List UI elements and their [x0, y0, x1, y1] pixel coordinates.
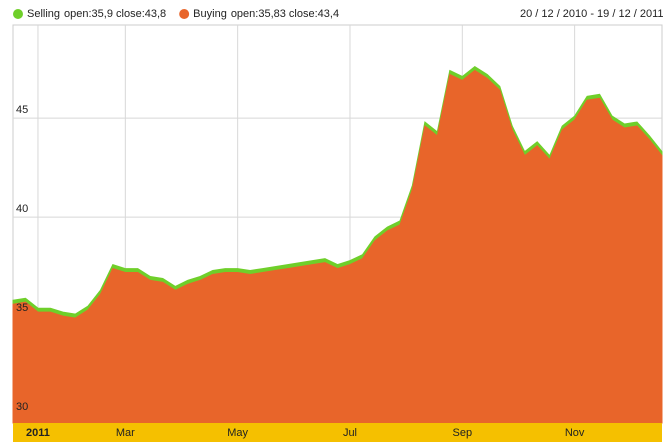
legend-marker: [13, 9, 23, 19]
y-tick-label: 35: [16, 302, 28, 314]
x-tick-label: Nov: [565, 427, 585, 439]
x-tick-label: May: [227, 427, 248, 439]
y-tick-label: 45: [16, 104, 28, 116]
y-tick-label: 40: [16, 203, 28, 215]
x-axis-band: [13, 423, 662, 442]
area-1: [12, 69, 663, 424]
legend-label: Buying: [193, 8, 227, 20]
legend-detail: open:35,9 close:43,8: [64, 8, 166, 20]
x-tick-label: Jul: [343, 427, 357, 439]
x-tick-label: Sep: [453, 427, 473, 439]
x-tick-label: Mar: [116, 427, 135, 439]
y-tick-label: 30: [16, 401, 28, 413]
x-tick-label: 2011: [26, 427, 50, 439]
legend-detail: open:35,83 close:43,4: [231, 8, 339, 20]
legend-label: Selling: [27, 8, 60, 20]
date-range: 20 / 12 / 2010 - 19 / 12 / 2011: [520, 8, 664, 20]
legend-marker: [179, 9, 190, 19]
